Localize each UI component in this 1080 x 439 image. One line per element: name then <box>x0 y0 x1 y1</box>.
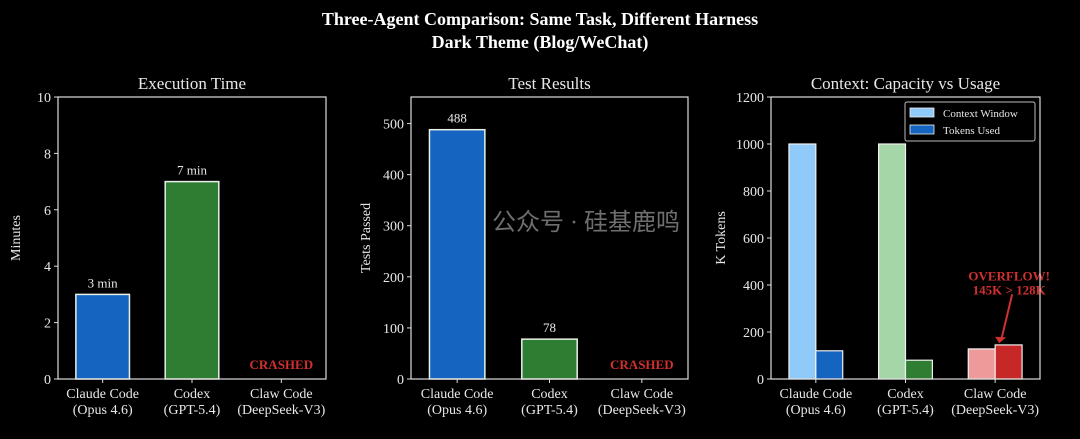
data-label: 3 min <box>88 275 118 290</box>
x-tick-label: Codex <box>531 387 568 402</box>
x-tick-label: Claude Code <box>66 387 139 402</box>
bar-context-window <box>967 348 996 380</box>
y-axis-label: Minutes <box>9 215 24 261</box>
y-tick-label: 100 <box>383 322 404 337</box>
y-tick-label: 2 <box>44 317 51 332</box>
x-tick-label-sub: (Opus 4.6) <box>73 403 133 418</box>
bar <box>428 128 486 380</box>
y-tick-label: 800 <box>743 185 764 200</box>
legend-label: Context Window <box>943 108 1018 120</box>
y-axis-label: K Tokens <box>714 211 729 265</box>
x-tick-label-sub: (DeepSeek-V3) <box>237 403 325 418</box>
data-label: 78 <box>543 320 556 335</box>
figure-title-line1: Three-Agent Comparison: Same Task, Diffe… <box>322 9 758 29</box>
bar <box>164 180 220 380</box>
y-tick-label: 400 <box>383 169 404 184</box>
overflow-annotation: OVERFLOW! <box>968 268 1050 283</box>
panel-2: Test Results Tests Passed 0 100 200 300 400 500… <box>359 74 689 418</box>
y-tick-label: 10 <box>37 91 51 106</box>
x-tick-label: Codex <box>174 387 211 402</box>
y-tick-label: 400 <box>743 279 764 294</box>
y-tick-label: 500 <box>383 118 404 133</box>
y-tick-label: 8 <box>44 147 51 162</box>
axes-frame <box>410 96 689 380</box>
x-tick-label-sub: (GPT-5.4) <box>164 403 221 418</box>
y-axis-label: Tests Passed <box>359 203 374 273</box>
crashed-label: CRASHED <box>250 357 314 372</box>
overflow-annotation-detail: 145K > 128K <box>973 282 1047 297</box>
axes-frame <box>770 96 1041 380</box>
data-label: 488 <box>447 111 467 126</box>
panel-title: Test Results <box>508 74 590 93</box>
x-tick-label: Claw Code <box>250 387 313 402</box>
y-tick-label: 300 <box>383 220 404 235</box>
y-tick-label: 0 <box>757 373 764 388</box>
x-tick-label: Claw Code <box>964 387 1027 402</box>
x-tick-label-sub: (DeepSeek-V3) <box>598 403 686 418</box>
panel-3: Context: Capacity vs Usage K Tokens 0 200 40… <box>714 74 1050 418</box>
panel-title: Context: Capacity vs Usage <box>811 74 1000 93</box>
watermark: 公众号 · 硅基鹿鸣 <box>492 209 680 236</box>
legend-swatch <box>909 124 935 135</box>
annotation-arrow <box>1000 294 1014 341</box>
x-tick-label: Claude Code <box>421 387 494 402</box>
panel-title: Execution Time <box>138 74 246 93</box>
legend-label: Tokens Used <box>943 125 1000 137</box>
bar-context-window <box>877 143 907 380</box>
bar-tokens-used <box>904 359 933 380</box>
bar-context-window <box>788 143 817 380</box>
y-tick-label: 200 <box>743 326 764 341</box>
arrow-head <box>995 336 1007 344</box>
y-tick-label: 0 <box>397 373 404 388</box>
x-tick-label: Claude Code <box>779 387 852 402</box>
legend-box <box>904 101 1036 142</box>
bar <box>521 338 578 380</box>
y-tick-label: 1200 <box>736 91 764 106</box>
bar-tokens-used <box>815 350 844 380</box>
bar <box>75 293 131 380</box>
x-tick-label-sub: (Opus 4.6) <box>427 403 487 418</box>
y-tick-label: 600 <box>743 232 764 247</box>
x-tick-label-sub: (DeepSeek-V3) <box>951 403 1039 418</box>
y-tick-label: 200 <box>383 271 404 286</box>
data-label: 7 min <box>177 163 207 178</box>
y-tick-label: 6 <box>44 204 51 219</box>
x-tick-label: Claw Code <box>611 387 674 402</box>
x-tick-label-sub: (GPT-5.4) <box>877 403 934 418</box>
bar-tokens-used <box>994 344 1023 380</box>
x-tick-label: Codex <box>887 387 924 402</box>
y-tick-label: 0 <box>44 373 51 388</box>
y-tick-label: 1000 <box>736 138 764 153</box>
x-tick-label-sub: (GPT-5.4) <box>521 403 578 418</box>
figure-title-line2: Dark Theme (Blog/WeChat) <box>432 32 649 53</box>
x-tick-label-sub: (Opus 4.6) <box>786 403 846 418</box>
legend-swatch <box>909 107 935 118</box>
y-tick-label: 4 <box>44 260 51 275</box>
axes-frame <box>57 96 327 380</box>
crashed-label: CRASHED <box>610 357 674 372</box>
